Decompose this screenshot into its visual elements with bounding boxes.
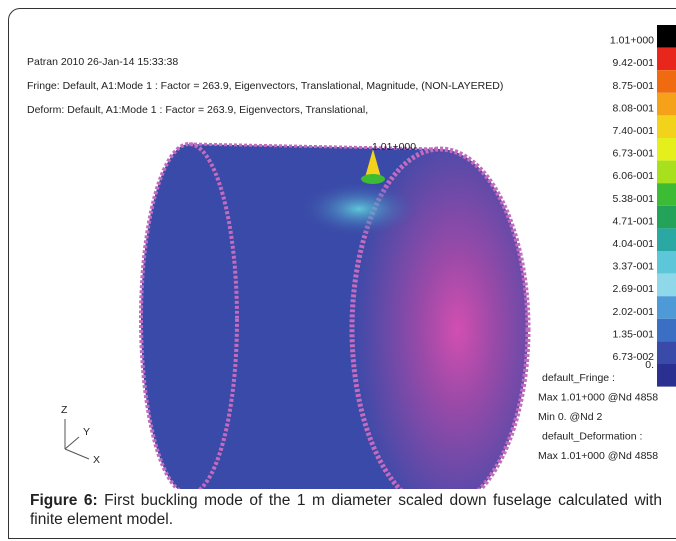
legend-cell <box>657 274 676 297</box>
header-line: Deform: Default, A1:Mode 1 : Factor = 26… <box>27 104 368 116</box>
caption-label: Figure 6: <box>30 492 98 509</box>
legend-label: 4.71-001 <box>613 215 655 227</box>
figure-frame: Patran 2010 26-Jan-14 15:33:38 Fringe: De… <box>8 8 676 539</box>
info-line: default_Fringe : <box>542 372 615 384</box>
legend-label: 6.06-001 <box>613 170 655 182</box>
peak-label: 1.01+000 <box>372 141 416 153</box>
legend-cell <box>657 138 676 161</box>
legend-cell <box>657 183 676 206</box>
legend-label: 9.42-001 <box>613 57 655 69</box>
legend-label: 4.04-001 <box>613 238 655 250</box>
legend-cell <box>657 341 676 364</box>
legend-cell <box>657 206 676 229</box>
legend-label: 2.02-001 <box>613 306 655 318</box>
legend-cell <box>657 93 676 116</box>
info-line: Max 1.01+000 @Nd 4858 <box>538 392 658 404</box>
header-line: Fringe: Default, A1:Mode 1 : Factor = 26… <box>27 80 503 92</box>
legend-cell <box>657 48 676 71</box>
info-line: default_Deformation : <box>542 431 642 443</box>
legend-label: 2.69-001 <box>613 283 655 295</box>
page: Patran 2010 26-Jan-14 15:33:38 Fringe: De… <box>0 0 676 541</box>
legend-cell <box>657 115 676 138</box>
legend-cell <box>657 296 676 319</box>
legend-label: 7.40-001 <box>613 125 655 137</box>
legend-label: 0. <box>645 359 654 371</box>
caption-text: First buckling mode of the 1 m diameter … <box>30 492 662 528</box>
cylinder <box>141 144 528 489</box>
axis-label: X <box>93 454 100 466</box>
legend-label: 6.73-001 <box>613 148 655 160</box>
legend-label: 3.37-001 <box>613 261 655 273</box>
legend-cell <box>657 161 676 184</box>
legend-cell <box>657 364 676 387</box>
axis-triad <box>65 419 89 459</box>
legend-cell <box>657 251 676 274</box>
info-line: Max 1.01+000 @Nd 4858 <box>538 450 658 462</box>
legend-label: 1.35-001 <box>613 328 655 340</box>
legend-cell <box>657 25 676 48</box>
legend-label: 8.75-001 <box>613 80 655 92</box>
info-line: Min 0. @Nd 2 <box>538 411 603 423</box>
axis-label: Z <box>61 404 68 416</box>
header-line: Patran 2010 26-Jan-14 15:33:38 <box>27 56 178 68</box>
legend-label: 8.08-001 <box>613 102 655 114</box>
legend-cell <box>657 319 676 342</box>
legend-cell <box>657 70 676 93</box>
legend-label: 1.01+000 <box>610 35 654 47</box>
legend-cell <box>657 228 676 251</box>
caption: Figure 6: First buckling mode of the 1 m… <box>30 491 662 529</box>
axis-label: Y <box>83 426 90 438</box>
fea-screenshot: Patran 2010 26-Jan-14 15:33:38 Fringe: De… <box>9 9 676 489</box>
legend-label: 5.38-001 <box>613 193 655 205</box>
